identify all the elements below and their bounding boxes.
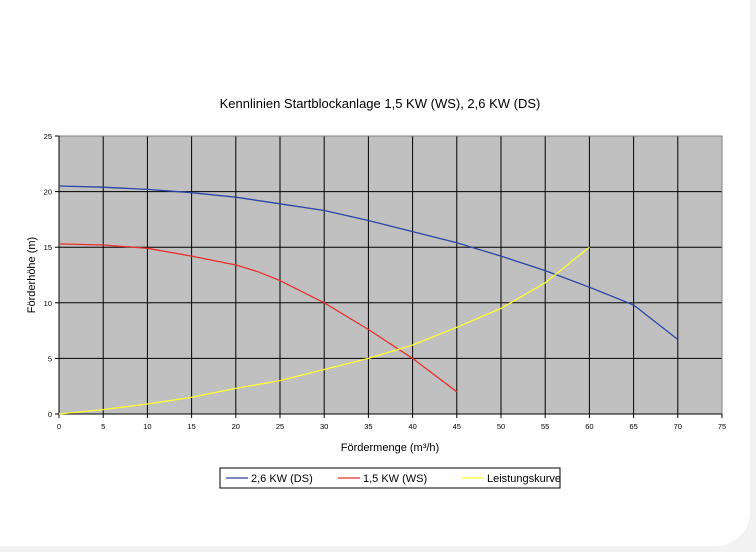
series-line-0 [58,185,679,341]
x-tick-label: 20 [232,422,240,431]
legend-label-0: 2,6 KW (DS) [251,473,313,485]
y-tick-label: 15 [44,243,52,252]
y-axis-label: Förderhöhe (m) [26,237,38,313]
x-tick-label: 40 [408,422,416,431]
x-tick-label: 45 [453,422,461,431]
y-tick-label: 0 [48,410,52,419]
legend: 2,6 KW (DS) 1,5 KW (WS) Leistungskurve [219,467,561,489]
y-tick-label: 5 [48,354,52,363]
x-tick-label: 50 [497,422,505,431]
y-tick-label: 25 [44,132,52,141]
legend-box [219,467,561,489]
y-tick-label: 20 [44,188,52,197]
x-tick-label: 25 [276,422,284,431]
x-tick-label: 75 [718,422,726,431]
y-tick-label: 10 [44,299,52,308]
x-tick-label: 10 [143,422,151,431]
legend-label-1: 1,5 KW (WS) [363,473,427,485]
x-tick-label: 0 [57,422,61,431]
series-line-2 [58,246,590,415]
data-series [58,185,679,415]
x-tick-label: 5 [101,422,105,431]
x-tick-label: 30 [320,422,328,431]
x-tick-label: 15 [187,422,195,431]
x-tick-label: 55 [541,422,549,431]
chart-title: Kennlinien Startblockanlage 1,5 KW (WS),… [220,96,541,111]
plot-area [59,136,722,414]
series-line-1 [58,243,458,393]
axis-ticks: 0 5 10 15 20 25 30 35 40 45 50 55 60 65 70 75 0 5 10 15 20 25 [44,132,727,431]
x-tick-label: 65 [629,422,637,431]
legend-label-2: Leistungskurve [487,473,561,485]
x-tick-label: 70 [674,422,682,431]
x-tick-label: 60 [585,422,593,431]
x-tick-label: 35 [364,422,372,431]
x-axis-label: Fördermenge (m³/h) [341,442,439,454]
